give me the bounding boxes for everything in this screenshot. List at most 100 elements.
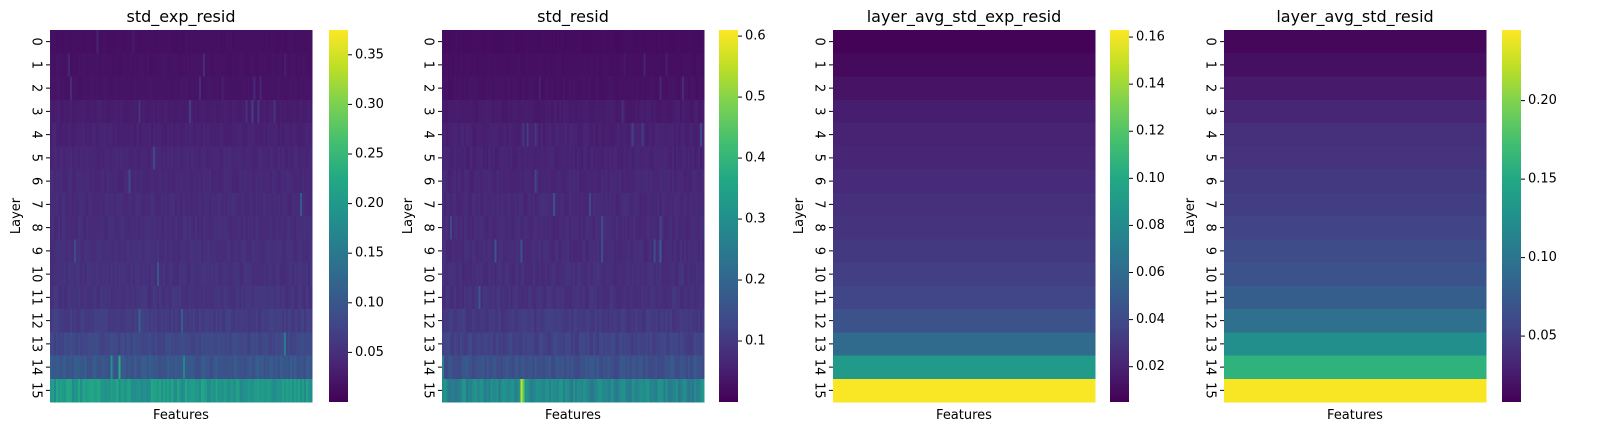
heatmap-cell [118, 192, 121, 217]
heatmap-cell [633, 216, 636, 240]
heatmap-cell [132, 309, 136, 333]
heatmap-cell [699, 192, 703, 217]
heatmap-cell [466, 99, 469, 124]
heatmap-cell [193, 146, 196, 170]
heatmap-cell [631, 76, 634, 101]
heatmap-cell [104, 332, 107, 356]
heatmap-cell [661, 30, 665, 54]
heatmap-cell [295, 378, 299, 403]
heatmap-cell [303, 99, 307, 124]
heatmap-cell [498, 355, 501, 380]
heatmap-cell [564, 332, 568, 356]
heatmap-cell [88, 53, 91, 77]
heatmap-cell [570, 146, 574, 170]
heatmap-cell [92, 99, 95, 124]
heatmap-cell [512, 192, 515, 217]
heatmap-cell [158, 30, 162, 54]
heatmap-cell [174, 169, 178, 194]
colorbar-tick-label: 0.30 [355, 97, 384, 112]
heatmap-cell [221, 239, 224, 263]
heatmap-cell [118, 378, 121, 403]
heatmap-cell [197, 76, 200, 101]
heatmap-cell [454, 355, 457, 380]
heatmap-cell [500, 216, 503, 240]
heatmap-cell [138, 355, 142, 380]
heatmap-cell [522, 309, 526, 333]
heatmap-cell [207, 76, 210, 101]
heatmap-cell [655, 262, 659, 287]
heatmap-cell [603, 99, 606, 124]
heatmap-cell [502, 192, 505, 217]
heatmap-cell [295, 99, 299, 124]
heatmap-cell [661, 216, 665, 240]
heatmap-cell [589, 146, 592, 170]
heatmap-cell [685, 76, 689, 101]
heatmap-cell [283, 53, 287, 77]
heatmap-cell [130, 146, 134, 170]
heatmap-cell [484, 262, 487, 287]
heatmap-cell [607, 378, 610, 403]
heatmap-cell [677, 239, 681, 263]
heatmap-cell [231, 169, 234, 194]
heatmap-cell [291, 285, 295, 310]
heatmap-cell [585, 262, 588, 287]
heatmap-cell [655, 309, 659, 333]
colorbar-tick-label: 0.15 [1528, 172, 1557, 187]
heatmap-cell [275, 76, 279, 101]
heatmap-cell [629, 192, 632, 217]
heatmap-cell [522, 355, 526, 380]
heatmap-cell [554, 239, 558, 263]
heatmap-cell [289, 146, 293, 170]
heatmap-cell [225, 309, 228, 333]
heatmap-cell [522, 262, 526, 287]
heatmap-cell [178, 332, 182, 356]
heatmap-cell [78, 146, 81, 170]
heatmap-cell [136, 123, 140, 147]
heatmap-cell [291, 332, 295, 356]
heatmap-cell [176, 99, 180, 124]
heatmap-cell [301, 332, 305, 356]
heatmap-cell [506, 239, 509, 263]
heatmap-cell [693, 378, 697, 403]
heatmap-cell [530, 378, 534, 403]
heatmap-cell [442, 285, 445, 310]
heatmap-cell [247, 309, 250, 333]
heatmap-cell [504, 332, 507, 356]
heatmap-cell [621, 169, 624, 194]
heatmap-cell [84, 216, 87, 240]
heatmap-cell [84, 309, 87, 333]
heatmap-cell [54, 99, 57, 124]
heatmap-cell [619, 192, 622, 217]
heatmap-cell [695, 146, 699, 170]
heatmap-cell [301, 262, 305, 287]
heatmap-cell [530, 123, 534, 147]
heatmap-cell [158, 53, 162, 77]
heatmap-cell [148, 169, 152, 194]
heatmap-cell [454, 99, 457, 124]
heatmap-cell [303, 262, 307, 287]
heatmap-cell [589, 378, 592, 403]
heatmap-cell [655, 239, 659, 263]
heatmap-cell [221, 378, 224, 403]
heatmap-cell [498, 309, 501, 333]
heatmap-cell [233, 76, 236, 101]
heatmap-cell [589, 192, 592, 217]
heatmap-cell [619, 146, 622, 170]
heatmap-cell [462, 99, 465, 124]
heatmap-cell [526, 332, 530, 356]
heatmap-cell [229, 53, 232, 77]
heatmap-cell [156, 53, 160, 77]
heatmap-cell [639, 239, 642, 263]
heatmap-cell [597, 169, 600, 194]
heatmap-cell [669, 285, 673, 310]
heatmap-cell [637, 192, 640, 217]
heatmap-cell [488, 99, 491, 124]
heatmap-cell [187, 239, 190, 263]
heatmap-cell [195, 285, 198, 310]
heatmap-cell [134, 239, 138, 263]
heatmap-cell [560, 216, 564, 240]
heatmap-cell [279, 53, 283, 77]
heatmap-cell [259, 332, 263, 356]
heatmap-cell [291, 169, 295, 194]
heatmap-cell [603, 192, 606, 217]
